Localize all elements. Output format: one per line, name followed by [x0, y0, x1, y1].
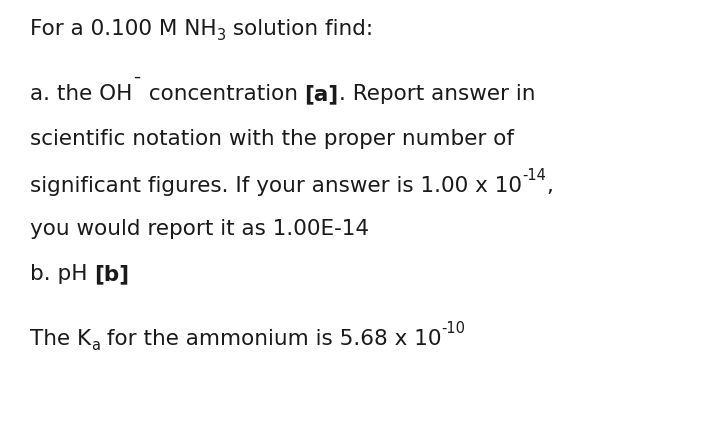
Text: solution find:: solution find:: [226, 19, 373, 39]
Text: The K: The K: [30, 329, 91, 349]
Text: -14: -14: [522, 168, 546, 183]
Text: for the ammonium is 5.68 x 10: for the ammonium is 5.68 x 10: [100, 329, 441, 349]
Text: concentration: concentration: [142, 84, 305, 104]
Text: -10: -10: [441, 321, 465, 336]
Text: ,: ,: [546, 176, 553, 196]
Text: ¯: ¯: [133, 76, 142, 94]
Text: [a]: [a]: [305, 84, 338, 104]
Text: scientific notation with the proper number of: scientific notation with the proper numb…: [30, 129, 514, 149]
Text: you would report it as 1.00E-14: you would report it as 1.00E-14: [30, 219, 369, 239]
Text: [b]: [b]: [94, 264, 130, 284]
Text: significant figures. If your answer is 1.00 x 10: significant figures. If your answer is 1…: [30, 176, 522, 196]
Text: b. pH: b. pH: [30, 264, 94, 284]
Text: a. the OH: a. the OH: [30, 84, 133, 104]
Text: For a 0.100 M NH: For a 0.100 M NH: [30, 19, 216, 39]
Text: 3: 3: [216, 28, 226, 43]
Text: a: a: [91, 338, 100, 353]
Text: . Report answer in: . Report answer in: [338, 84, 535, 104]
